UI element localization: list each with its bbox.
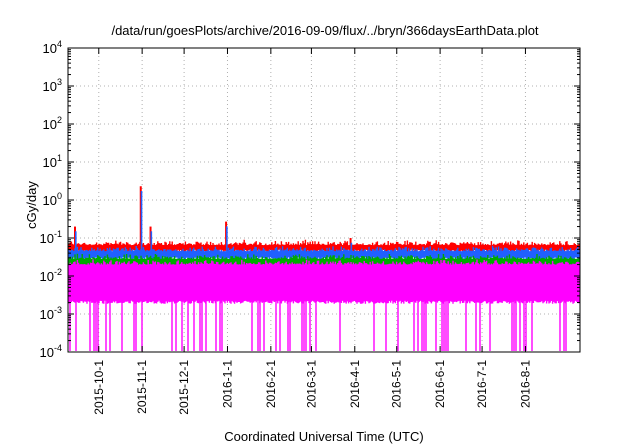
y-tick-label: 103	[43, 77, 62, 94]
x-tick-label: 2016-7-1	[475, 360, 489, 408]
y-axis-label: cGy/day	[24, 181, 39, 229]
y-tick-label: 101	[43, 153, 62, 170]
x-tick-label: 2015-12-1	[177, 360, 191, 415]
x-tick-label: 2016-5-1	[390, 360, 404, 408]
x-tick-label: 2015-10-1	[92, 360, 106, 415]
x-tick-label: 2015-11-1	[135, 360, 149, 414]
x-axis-label: Coordinated Universal Time (UTC)	[224, 429, 423, 444]
y-tick-label: 10-4	[40, 343, 62, 360]
series-band	[68, 259, 580, 304]
x-tick-label: 2016-3-1	[304, 360, 318, 408]
y-tick-label: 10-1	[40, 229, 62, 246]
x-tick-label: 2016-4-1	[348, 360, 362, 408]
x-tick-label: 2016-1-1	[220, 360, 234, 408]
chart-title: /data/run/goesPlots/archive/2016-09-09/f…	[111, 23, 538, 38]
x-tick-label: 2016-8-1	[518, 360, 532, 408]
y-tick-label: 100	[43, 191, 62, 208]
y-tick-label: 10-3	[40, 305, 62, 322]
x-tick-label: 2016-2-1	[264, 360, 278, 408]
x-tick-label: 2016-6-1	[433, 360, 447, 408]
series-band	[68, 253, 580, 268]
y-tick-label: 104	[43, 39, 62, 56]
y-tick-label: 10-2	[40, 267, 62, 284]
y-tick-label: 102	[43, 115, 62, 132]
dropout-spikes	[69, 298, 567, 351]
